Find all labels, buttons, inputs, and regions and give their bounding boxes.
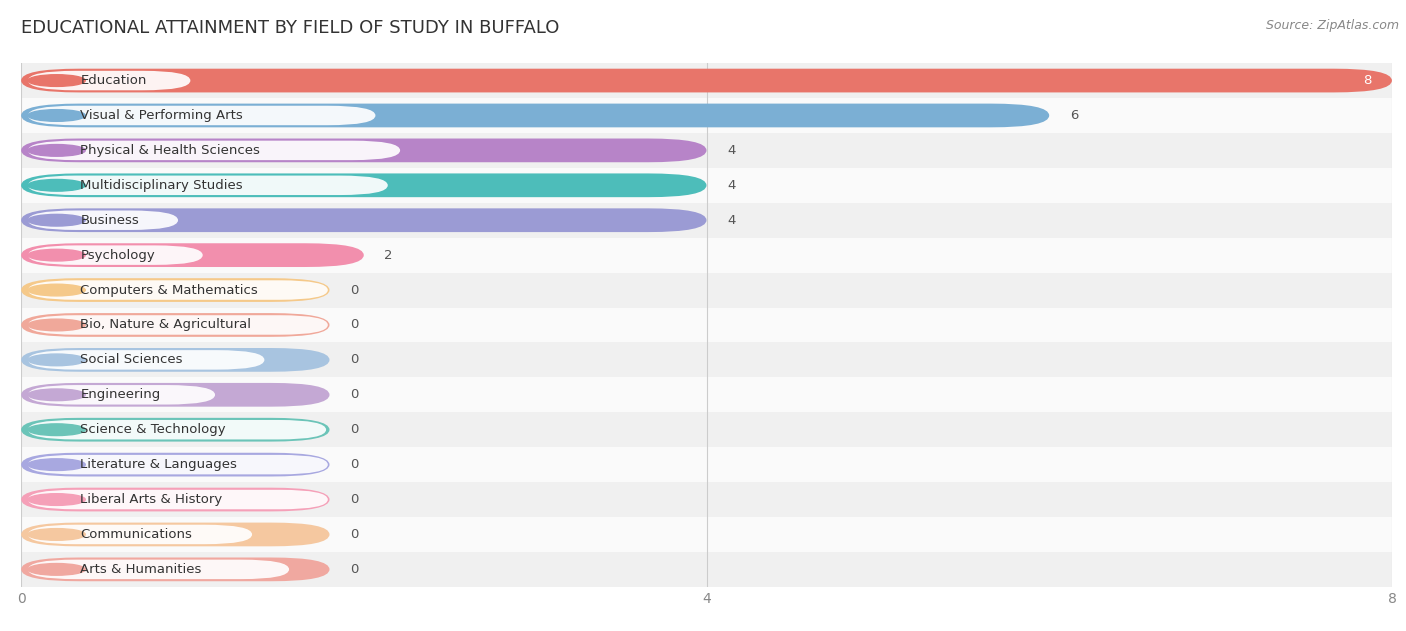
Bar (21, 203, 1392, 238)
FancyBboxPatch shape (28, 490, 328, 509)
FancyBboxPatch shape (28, 245, 202, 265)
FancyBboxPatch shape (21, 174, 707, 197)
FancyBboxPatch shape (21, 313, 329, 337)
Circle shape (28, 459, 86, 471)
FancyBboxPatch shape (21, 522, 329, 546)
FancyBboxPatch shape (21, 278, 329, 302)
Circle shape (28, 424, 86, 435)
Bar (21, 307, 1392, 343)
Circle shape (28, 354, 86, 366)
FancyBboxPatch shape (21, 383, 329, 406)
Bar (21, 482, 1392, 517)
Text: 6: 6 (1070, 109, 1078, 122)
Bar (21, 238, 1392, 273)
Text: Social Sciences: Social Sciences (80, 353, 183, 367)
Text: Education: Education (80, 74, 146, 87)
Bar (21, 412, 1392, 447)
FancyBboxPatch shape (21, 348, 329, 372)
Text: 4: 4 (727, 214, 735, 227)
FancyBboxPatch shape (21, 418, 329, 442)
Text: Visual & Performing Arts: Visual & Performing Arts (80, 109, 243, 122)
Text: Multidisciplinary Studies: Multidisciplinary Studies (80, 179, 243, 192)
Text: 0: 0 (350, 528, 359, 541)
Text: 2: 2 (384, 249, 392, 262)
Text: EDUCATIONAL ATTAINMENT BY FIELD OF STUDY IN BUFFALO: EDUCATIONAL ATTAINMENT BY FIELD OF STUDY… (21, 19, 560, 37)
FancyBboxPatch shape (21, 103, 1049, 127)
Text: 4: 4 (727, 179, 735, 192)
FancyBboxPatch shape (28, 525, 252, 544)
Text: Physical & Health Sciences: Physical & Health Sciences (80, 144, 260, 157)
Text: Business: Business (80, 214, 139, 227)
Text: Computers & Mathematics: Computers & Mathematics (80, 283, 259, 297)
Text: 0: 0 (350, 283, 359, 297)
Text: Liberal Arts & History: Liberal Arts & History (80, 493, 222, 506)
Bar (21, 63, 1392, 98)
Bar (21, 98, 1392, 133)
Circle shape (28, 529, 86, 540)
Circle shape (28, 249, 86, 261)
Text: Communications: Communications (80, 528, 193, 541)
FancyBboxPatch shape (28, 350, 264, 370)
Circle shape (28, 493, 86, 505)
FancyBboxPatch shape (28, 420, 326, 439)
Bar (21, 273, 1392, 307)
Text: Literature & Languages: Literature & Languages (80, 458, 238, 471)
Text: 8: 8 (1362, 74, 1371, 87)
FancyBboxPatch shape (21, 558, 329, 581)
Text: 0: 0 (350, 388, 359, 401)
Circle shape (28, 389, 86, 401)
Text: Bio, Nature & Agricultural: Bio, Nature & Agricultural (80, 319, 252, 331)
Text: Source: ZipAtlas.com: Source: ZipAtlas.com (1265, 19, 1399, 32)
Circle shape (28, 284, 86, 296)
Text: 4: 4 (727, 144, 735, 157)
FancyBboxPatch shape (28, 455, 328, 475)
FancyBboxPatch shape (28, 106, 375, 125)
FancyBboxPatch shape (21, 244, 364, 267)
Text: Psychology: Psychology (80, 249, 155, 262)
FancyBboxPatch shape (21, 208, 707, 232)
FancyBboxPatch shape (28, 280, 328, 300)
Text: Arts & Humanities: Arts & Humanities (80, 563, 202, 576)
Circle shape (28, 563, 86, 575)
Bar (21, 133, 1392, 168)
FancyBboxPatch shape (28, 385, 215, 404)
FancyBboxPatch shape (28, 211, 179, 230)
Circle shape (28, 215, 86, 226)
FancyBboxPatch shape (28, 560, 290, 579)
Bar (21, 517, 1392, 552)
FancyBboxPatch shape (28, 141, 401, 160)
FancyBboxPatch shape (21, 453, 329, 476)
FancyBboxPatch shape (28, 175, 388, 195)
FancyBboxPatch shape (28, 316, 328, 334)
Circle shape (28, 74, 86, 86)
Text: Engineering: Engineering (80, 388, 160, 401)
Text: 0: 0 (350, 353, 359, 367)
Circle shape (28, 179, 86, 191)
Circle shape (28, 144, 86, 156)
Text: Science & Technology: Science & Technology (80, 423, 226, 436)
Text: 0: 0 (350, 563, 359, 576)
Text: 0: 0 (350, 493, 359, 506)
FancyBboxPatch shape (21, 488, 329, 511)
Text: 0: 0 (350, 319, 359, 331)
Circle shape (28, 319, 86, 331)
Bar (21, 377, 1392, 412)
Circle shape (28, 110, 86, 121)
Text: 0: 0 (350, 458, 359, 471)
FancyBboxPatch shape (21, 69, 1392, 92)
Bar (21, 168, 1392, 203)
FancyBboxPatch shape (21, 139, 707, 162)
Text: 0: 0 (350, 423, 359, 436)
Bar (21, 552, 1392, 587)
Bar (21, 343, 1392, 377)
FancyBboxPatch shape (28, 71, 190, 90)
Bar (21, 447, 1392, 482)
